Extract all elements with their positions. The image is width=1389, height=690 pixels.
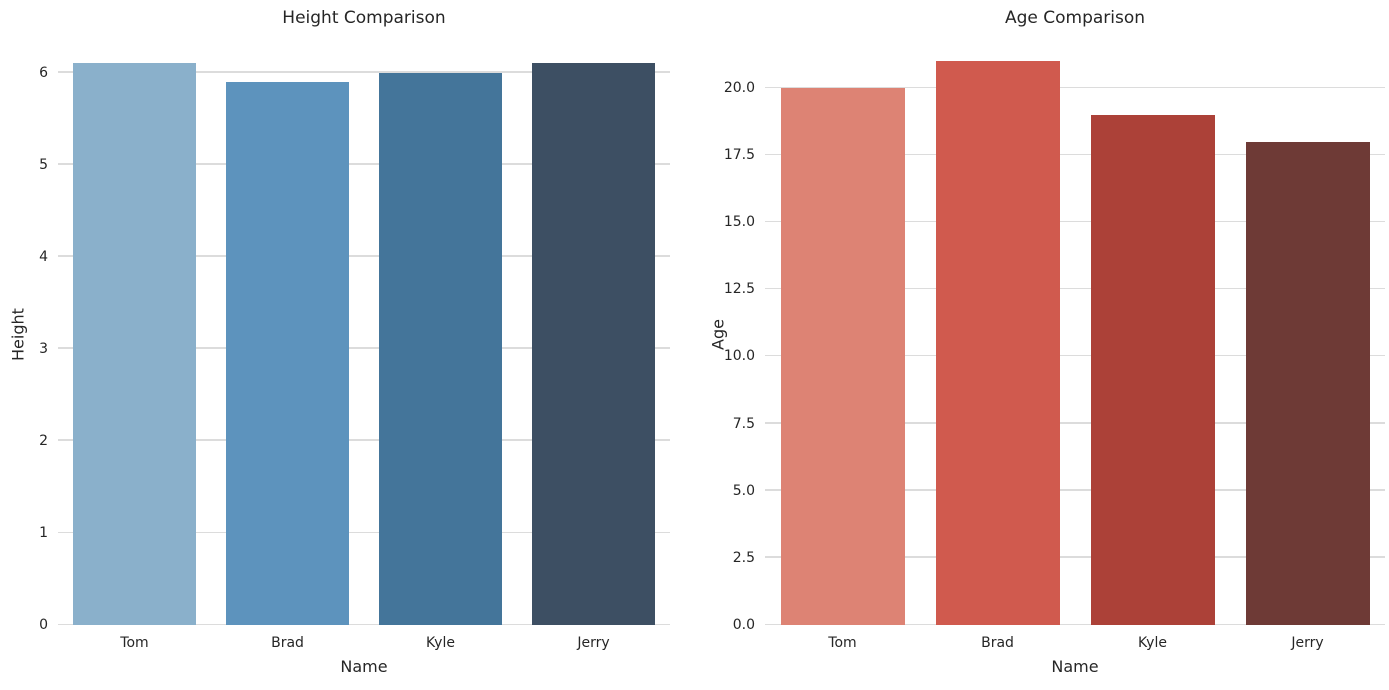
- bar-kyle: [1090, 114, 1215, 625]
- y-tick-label: 7.5: [732, 415, 755, 432]
- y-tick-label: 4: [39, 248, 48, 265]
- y-tick-label: 5.0: [732, 482, 755, 499]
- gridline: [58, 71, 670, 73]
- x-tick-label: Jerry: [577, 635, 610, 651]
- x-axis-label: Name: [1051, 657, 1099, 676]
- gridline: [765, 153, 1385, 156]
- gridline: [765, 556, 1385, 558]
- bar-kyle: [379, 72, 502, 625]
- bar-tom: [780, 87, 905, 625]
- gridline: [58, 531, 670, 533]
- gridline: [765, 489, 1385, 491]
- x-tick-label: Jerry: [1291, 635, 1324, 651]
- y-tick-label: 3: [39, 340, 48, 357]
- y-tick-label: 0: [39, 617, 48, 633]
- gridline: [58, 255, 670, 257]
- bar-jerry: [1245, 141, 1370, 625]
- y-tick-label: 6: [39, 64, 48, 81]
- x-tick-label: Brad: [271, 635, 304, 651]
- y-tick-label: 12.5: [723, 281, 755, 298]
- chart-title: Height Comparison: [282, 8, 446, 28]
- x-tick-label: Brad: [981, 635, 1014, 651]
- y-tick-label: 20.0: [723, 79, 755, 96]
- age-comparison-chart: Age Comparison Age 0.0 2.5 5.0 7.5 10.0 12.5 1…: [700, 0, 1389, 690]
- plot-area: 0.0 2.5 5.0 7.5 10.0 12.5 15.0 17.5 20.0 Tom Brad K…: [724, 45, 1385, 651]
- gridline: [58, 163, 670, 165]
- gridline: [765, 422, 1385, 424]
- x-tick-label: Kyle: [1138, 635, 1167, 651]
- gridline: [58, 347, 670, 349]
- y-tick-label: 10.0: [723, 348, 755, 365]
- bar-brad: [935, 61, 1060, 625]
- y-tick-label: 2: [39, 432, 48, 449]
- bar-brad: [226, 81, 349, 625]
- x-axis-label: Name: [340, 657, 388, 676]
- gridline: [58, 439, 670, 441]
- gridline: [765, 287, 1385, 290]
- y-axis-label: Height: [8, 308, 28, 362]
- gridline: [58, 623, 670, 625]
- height-comparison-chart: Height Comparison Height 0 1 2 3 4 5 6 Tom Brad K…: [8, 8, 670, 676]
- y-tick-label: 2.5: [732, 549, 755, 566]
- bar-jerry: [532, 63, 655, 625]
- x-tick-label: Kyle: [426, 635, 455, 651]
- gridline: [765, 220, 1385, 223]
- y-tick-label: 5: [39, 156, 48, 173]
- y-tick-label: 0.0: [732, 617, 755, 633]
- y-tick-label: 1: [39, 524, 48, 541]
- x-tick-label: Tom: [828, 635, 857, 651]
- gridline: [765, 86, 1385, 88]
- x-tick-label: Tom: [120, 635, 149, 651]
- gridline: [765, 355, 1385, 357]
- y-tick-label: 15.0: [723, 214, 755, 231]
- gridline: [765, 623, 1385, 625]
- y-tick-label: 17.5: [723, 147, 755, 164]
- chart-title: Age Comparison: [1004, 8, 1146, 28]
- bar-tom: [73, 63, 196, 625]
- y-axis-label: Age: [708, 319, 728, 351]
- plot-area: 0 1 2 3 4 5 6 Tom Brad Kyle Jerry: [39, 45, 670, 651]
